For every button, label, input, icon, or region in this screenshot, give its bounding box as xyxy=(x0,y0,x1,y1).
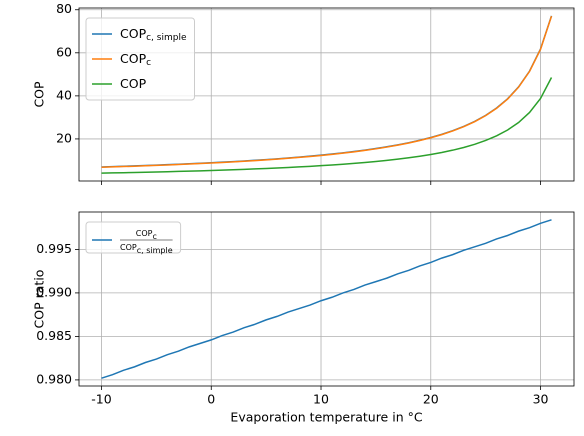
series-line xyxy=(101,77,553,174)
x-tick-label: 0 xyxy=(207,392,215,407)
legend-label: COPc xyxy=(136,229,157,241)
axes-frame xyxy=(78,211,575,387)
legend-name: COP xyxy=(120,243,137,252)
y-tick-label: 0.980 xyxy=(36,371,72,386)
series-line xyxy=(101,15,553,168)
legend-label: COPc xyxy=(120,51,151,68)
legend-name: COP xyxy=(120,51,147,66)
y-axis-label: COP ratio xyxy=(32,270,47,329)
legend-label: COP xyxy=(120,76,147,91)
legend-box xyxy=(85,221,182,254)
y-tick-label: 60 xyxy=(56,44,72,59)
legend-label: COPc, simple xyxy=(120,26,187,43)
y-axis-label: COP xyxy=(32,81,47,108)
y-tick-label: 0.985 xyxy=(36,328,72,343)
y-tick-label: 40 xyxy=(56,87,72,102)
legend-name: COP xyxy=(120,76,147,91)
legend-subscript: c, simple xyxy=(137,246,173,255)
legend-box xyxy=(85,17,195,101)
legend-name: COP xyxy=(136,229,153,238)
x-tick-label: 10 xyxy=(313,392,329,407)
y-tick-label: 0.995 xyxy=(36,241,72,256)
y-tick-label: 80 xyxy=(56,1,72,16)
x-tick-label: 20 xyxy=(423,392,439,407)
legend-name: COP xyxy=(120,26,147,41)
x-axis-label: Evaporation temperature in °C xyxy=(230,410,422,425)
y-tick-label: 0.990 xyxy=(36,284,72,299)
x-tick-label: 30 xyxy=(533,392,549,407)
series-line xyxy=(101,219,552,379)
axes-frame xyxy=(78,7,575,182)
legend-subscript: c, simple xyxy=(146,33,187,43)
x-tick-label: -10 xyxy=(91,392,111,407)
legend-subscript: c xyxy=(152,232,156,241)
legend-subscript: c xyxy=(146,58,151,68)
legend-label: COPc, simple xyxy=(120,243,173,255)
y-tick-label: 20 xyxy=(56,130,72,145)
